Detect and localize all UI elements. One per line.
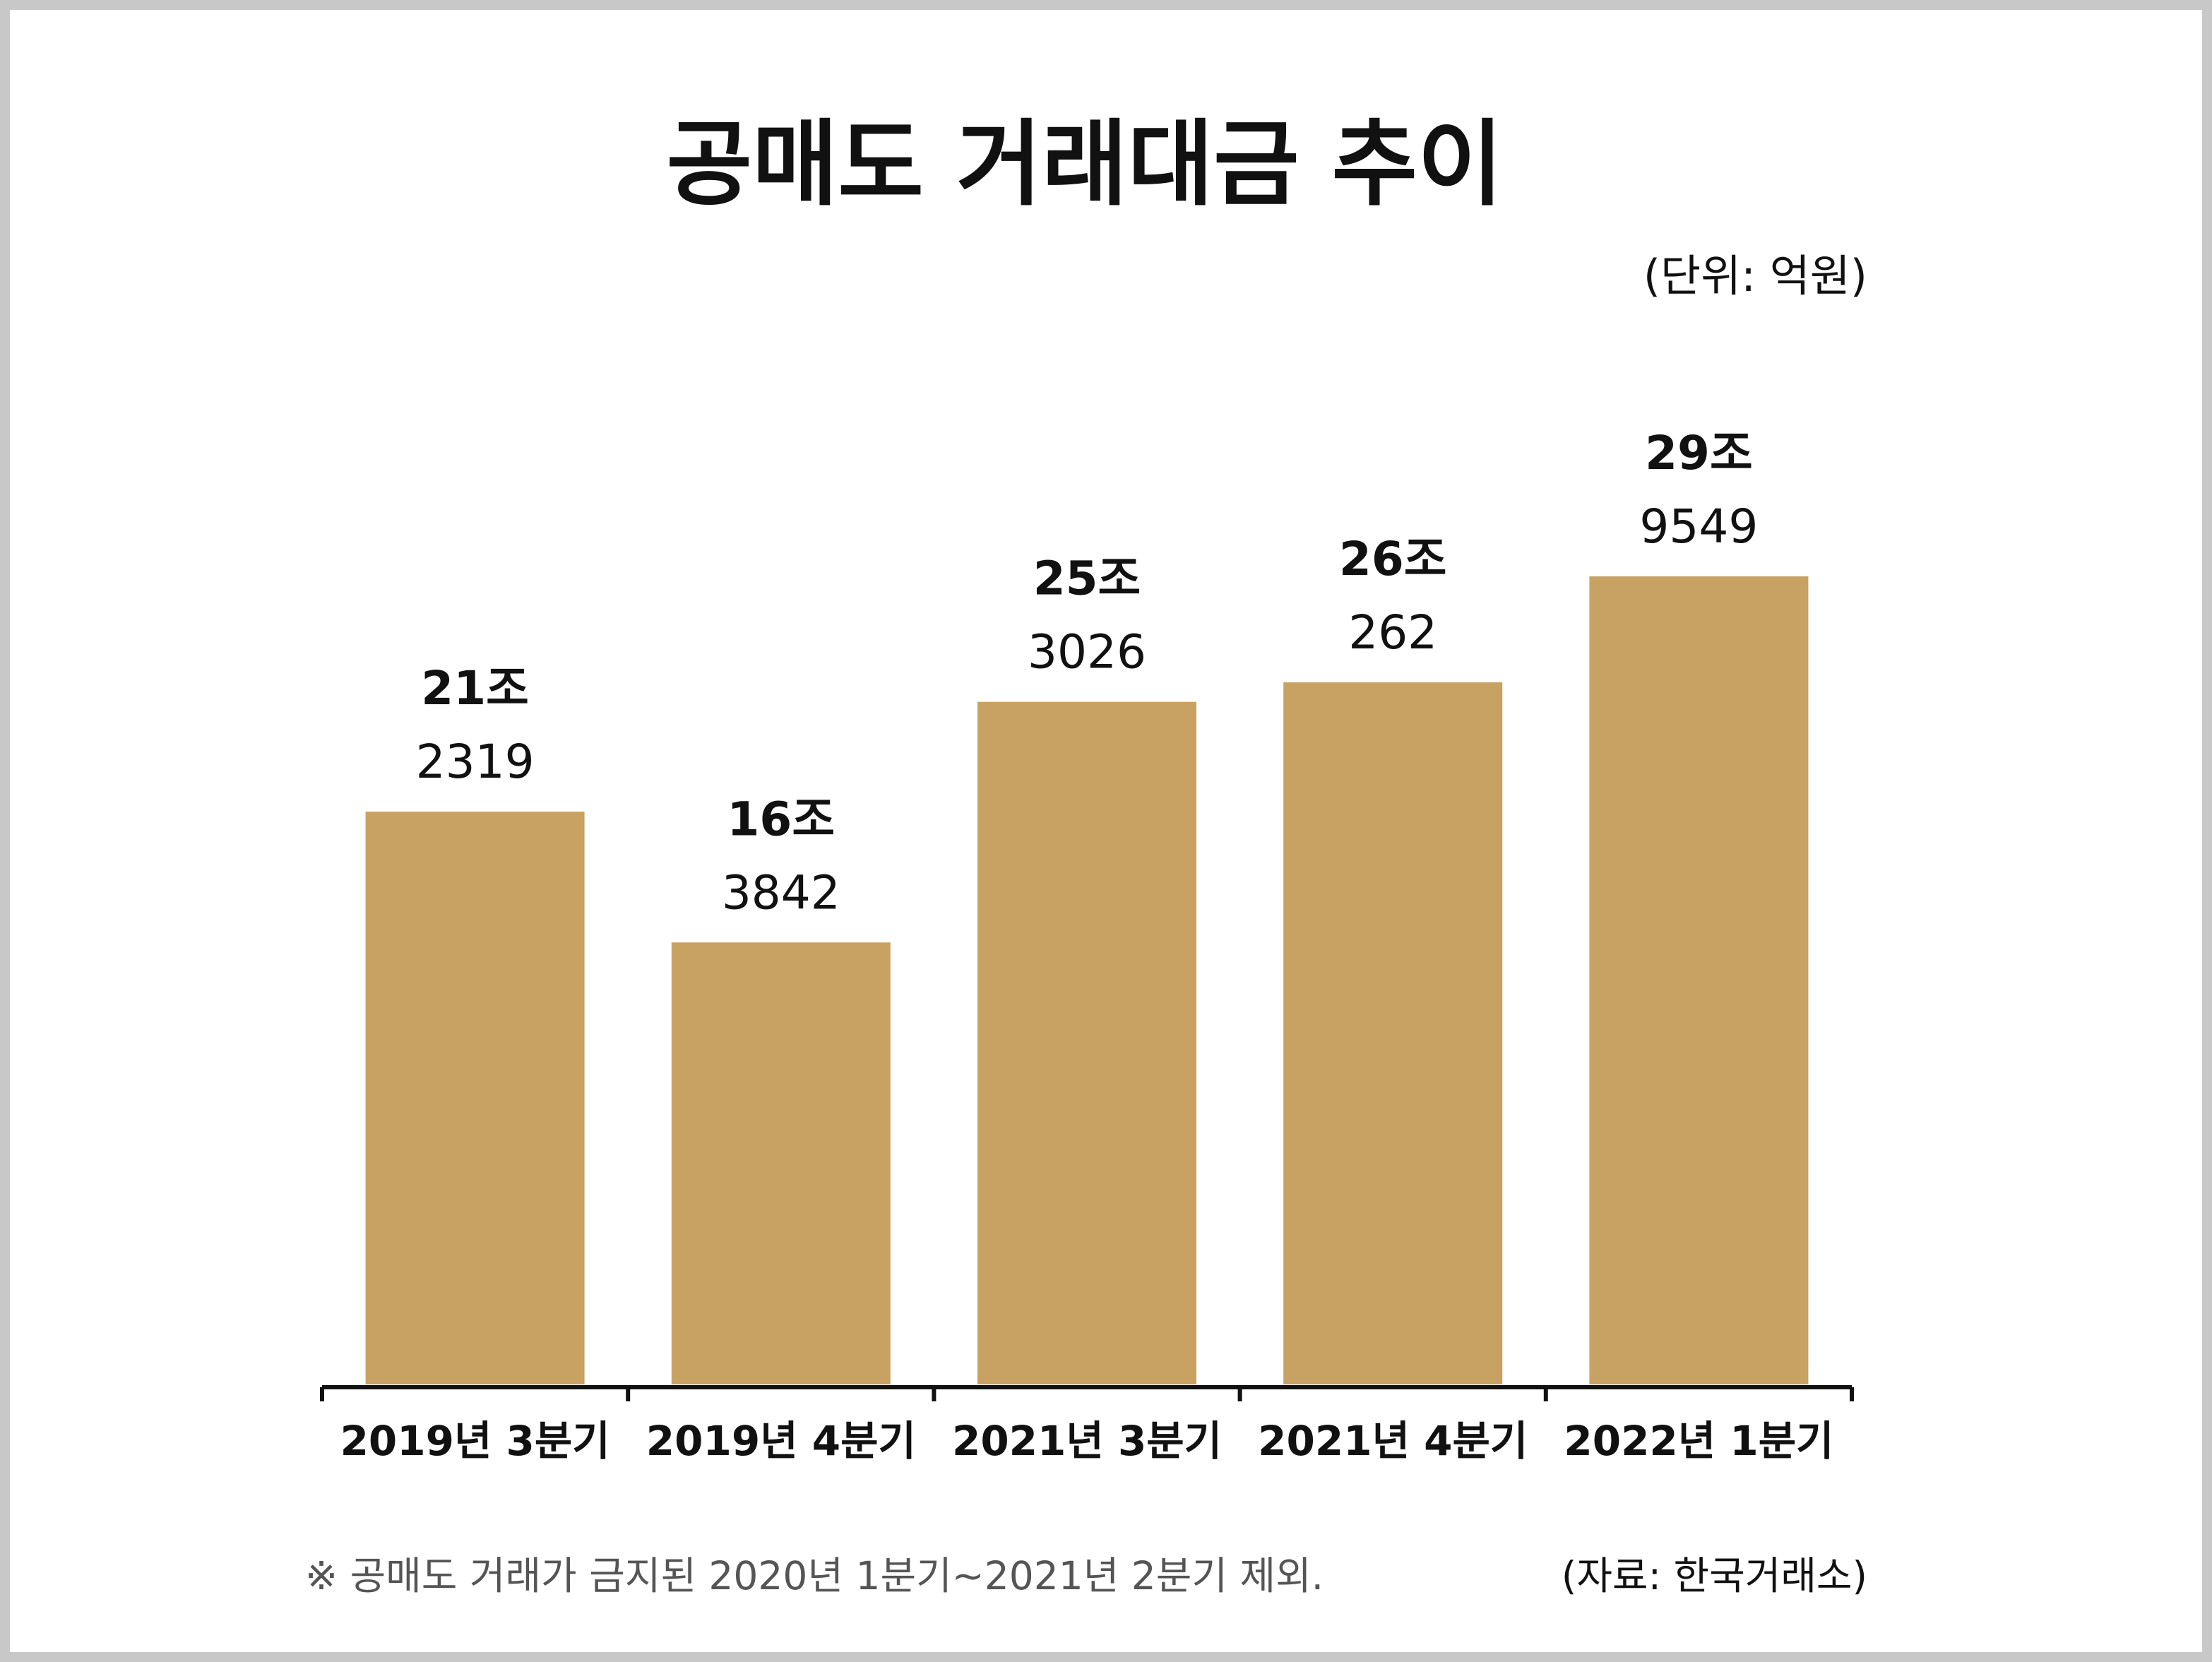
x-tick-labels: 2019년 3분기 2019년 4분기 2021년 3분기 2021년 4분기 2022… [340, 1417, 1834, 1465]
bar-2 [671, 942, 891, 1384]
x-tick-label-3: 2021년 3분기 [952, 1417, 1222, 1465]
footnote: ※ 공매도 거래가 금지된 2020년 1분기~2021년 2분기 제외. [305, 1553, 1324, 1598]
data-label-trillion-2: 16조 [727, 792, 836, 846]
unit-label: (단위: 억원) [1643, 250, 1867, 302]
value-labels-layer: 21조 2319 16조 3842 25조 3026 26조 262 29조 9549 [416, 426, 1759, 920]
data-label-remainder-1: 2319 [416, 735, 535, 789]
x-tick-label-5: 2022년 1분기 [1564, 1417, 1833, 1465]
x-tick-label-4: 2021년 4분기 [1258, 1417, 1528, 1465]
data-label-trillion-4: 26조 [1339, 532, 1447, 586]
bar-4 [1283, 682, 1503, 1384]
data-label-remainder-5: 9549 [1639, 499, 1758, 554]
data-label-trillion-3: 25조 [1033, 552, 1141, 606]
data-label-remainder-3: 3026 [1028, 625, 1146, 679]
bar-1 [365, 812, 585, 1384]
x-tick-label-1: 2019년 3분기 [340, 1417, 610, 1465]
data-label-trillion-1: 21조 [421, 661, 529, 716]
x-axis [320, 1385, 1854, 1401]
chart-title: 공매도 거래대금 추이 [667, 110, 1504, 219]
x-tick-label-2: 2019년 4분기 [646, 1417, 916, 1465]
data-label-trillion-5: 29조 [1645, 426, 1753, 480]
data-label-remainder-4: 262 [1348, 605, 1437, 660]
bars-layer [365, 576, 1809, 1384]
bar-3 [977, 701, 1196, 1384]
bar-5 [1589, 576, 1809, 1384]
source-note: (자료: 한국거래소) [1562, 1553, 1867, 1598]
data-label-remainder-2: 3842 [722, 865, 840, 920]
